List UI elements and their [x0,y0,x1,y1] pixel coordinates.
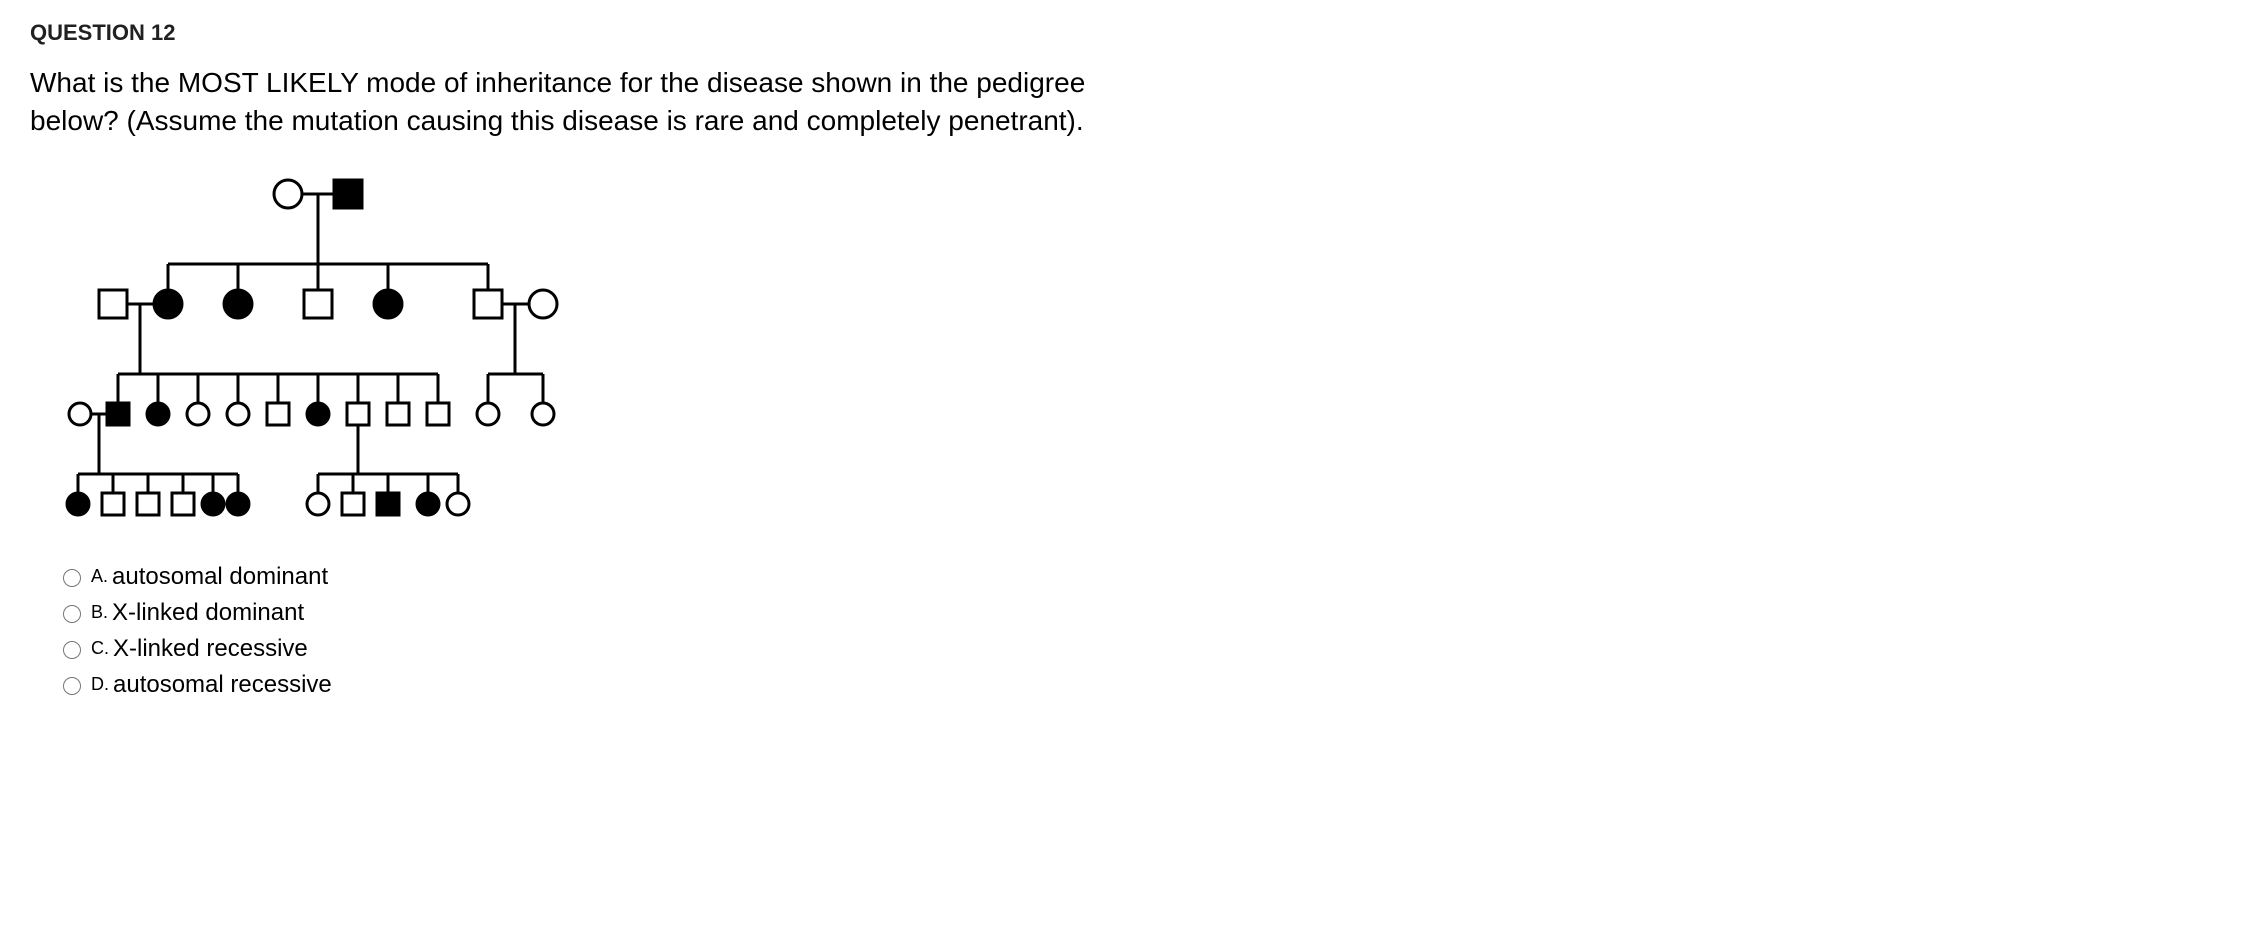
option-d-letter: D. [91,674,109,695]
option-d-radio[interactable] [63,677,81,695]
option-a[interactable]: A. autosomal dominant [58,563,2234,591]
option-d-text: autosomal recessive [113,671,332,699]
answer-options: A. autosomal dominant B. X-linked domina… [58,563,2234,699]
option-a-radio[interactable] [63,569,81,587]
option-c[interactable]: C. X-linked recessive [58,635,2234,663]
option-b-text: X-linked dominant [112,599,304,627]
option-d[interactable]: D. autosomal recessive [58,671,2234,699]
option-c-letter: C. [91,638,109,659]
question-header: QUESTION 12 [30,20,2234,46]
option-b-letter: B. [91,602,108,623]
pedigree-diagram [58,164,2234,539]
option-b[interactable]: B. X-linked dominant [58,599,2234,627]
option-a-text: autosomal dominant [112,563,328,591]
option-c-radio[interactable] [63,641,81,659]
option-b-radio[interactable] [63,605,81,623]
option-a-letter: A. [91,566,108,587]
option-c-text: X-linked recessive [113,635,308,663]
question-text: What is the MOST LIKELY mode of inherita… [30,64,1130,140]
